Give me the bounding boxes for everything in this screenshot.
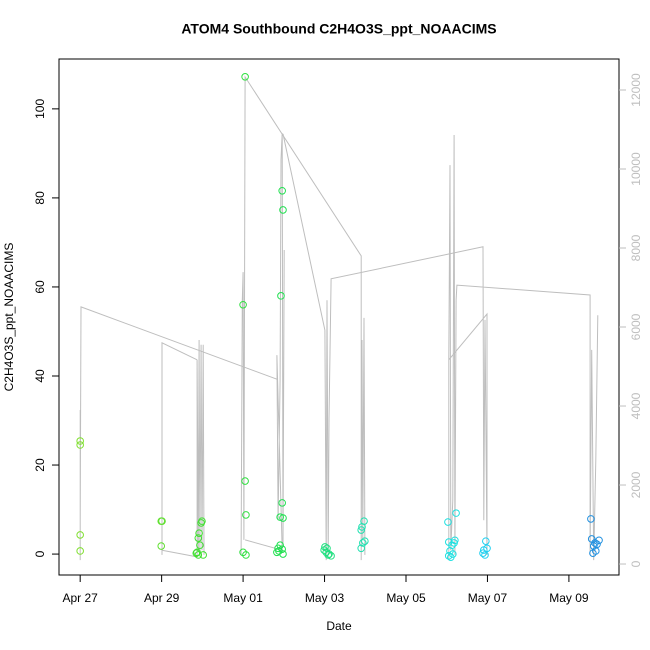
point [591,539,599,547]
y-axis-label: C2H4O3S_ppt_NOAACIMS [2,243,16,392]
point [76,531,84,539]
point [479,549,487,557]
point [483,544,491,553]
x-tick-label: Apr 29 [144,591,180,605]
point [277,292,285,300]
y-tick-label: 60 [33,280,47,294]
point [481,551,489,559]
point [359,539,367,547]
y2-tick-label: 8000 [629,234,643,261]
y2-tick-label: 12000 [629,73,643,107]
y-tick-label: 20 [33,458,47,472]
point [196,541,204,549]
point [241,73,249,81]
point [360,517,368,525]
y2-tick-label: 0 [629,560,643,567]
point [242,551,250,559]
plot-frame [58,58,620,576]
point [273,548,281,557]
y2-tick-label: 6000 [629,313,643,340]
point [357,526,365,534]
y2-tick-label: 10000 [629,152,643,186]
point [327,552,335,560]
point [278,499,286,507]
x-tick-label: May 07 [468,591,508,605]
point [192,549,201,557]
point [595,536,603,545]
point [158,517,166,525]
point [320,546,328,554]
y-tick-label: 80 [33,191,47,205]
y-tick-label: 0 [33,550,47,557]
point [444,518,452,526]
point [76,441,84,449]
point [361,537,369,545]
point [242,511,250,519]
point [279,514,287,522]
y-tick-label: 100 [33,99,47,119]
point [325,550,333,558]
x-axis-label: Date [326,619,352,633]
point [194,551,203,559]
x-tick-label: May 03 [305,591,345,605]
y2-tick-label: 4000 [629,392,643,419]
point [241,477,249,485]
point [451,536,459,545]
point [239,300,247,309]
x-tick-label: May 01 [223,591,263,605]
point [195,529,203,537]
point [276,541,284,549]
line [79,75,599,561]
point [357,544,365,553]
point [194,534,203,542]
point [76,547,84,555]
point [279,206,287,214]
chart-title: ATOM4 Southbound C2H4O3S_ppt_NOAACIMS [181,21,496,37]
point [321,543,329,551]
point [199,551,207,559]
y2-tick-label: 2000 [629,471,643,498]
point [444,552,453,560]
point [452,509,460,517]
point [198,517,206,525]
point [589,549,597,557]
point [157,542,166,550]
point [587,515,595,523]
point [76,437,84,445]
point [482,537,490,545]
y-tick-label: 40 [33,369,47,383]
x-tick-label: May 05 [386,591,426,605]
x-tick-label: May 09 [549,591,589,605]
point [278,186,286,195]
x-tick-label: Apr 27 [62,591,98,605]
point [449,550,457,558]
point [593,540,601,549]
